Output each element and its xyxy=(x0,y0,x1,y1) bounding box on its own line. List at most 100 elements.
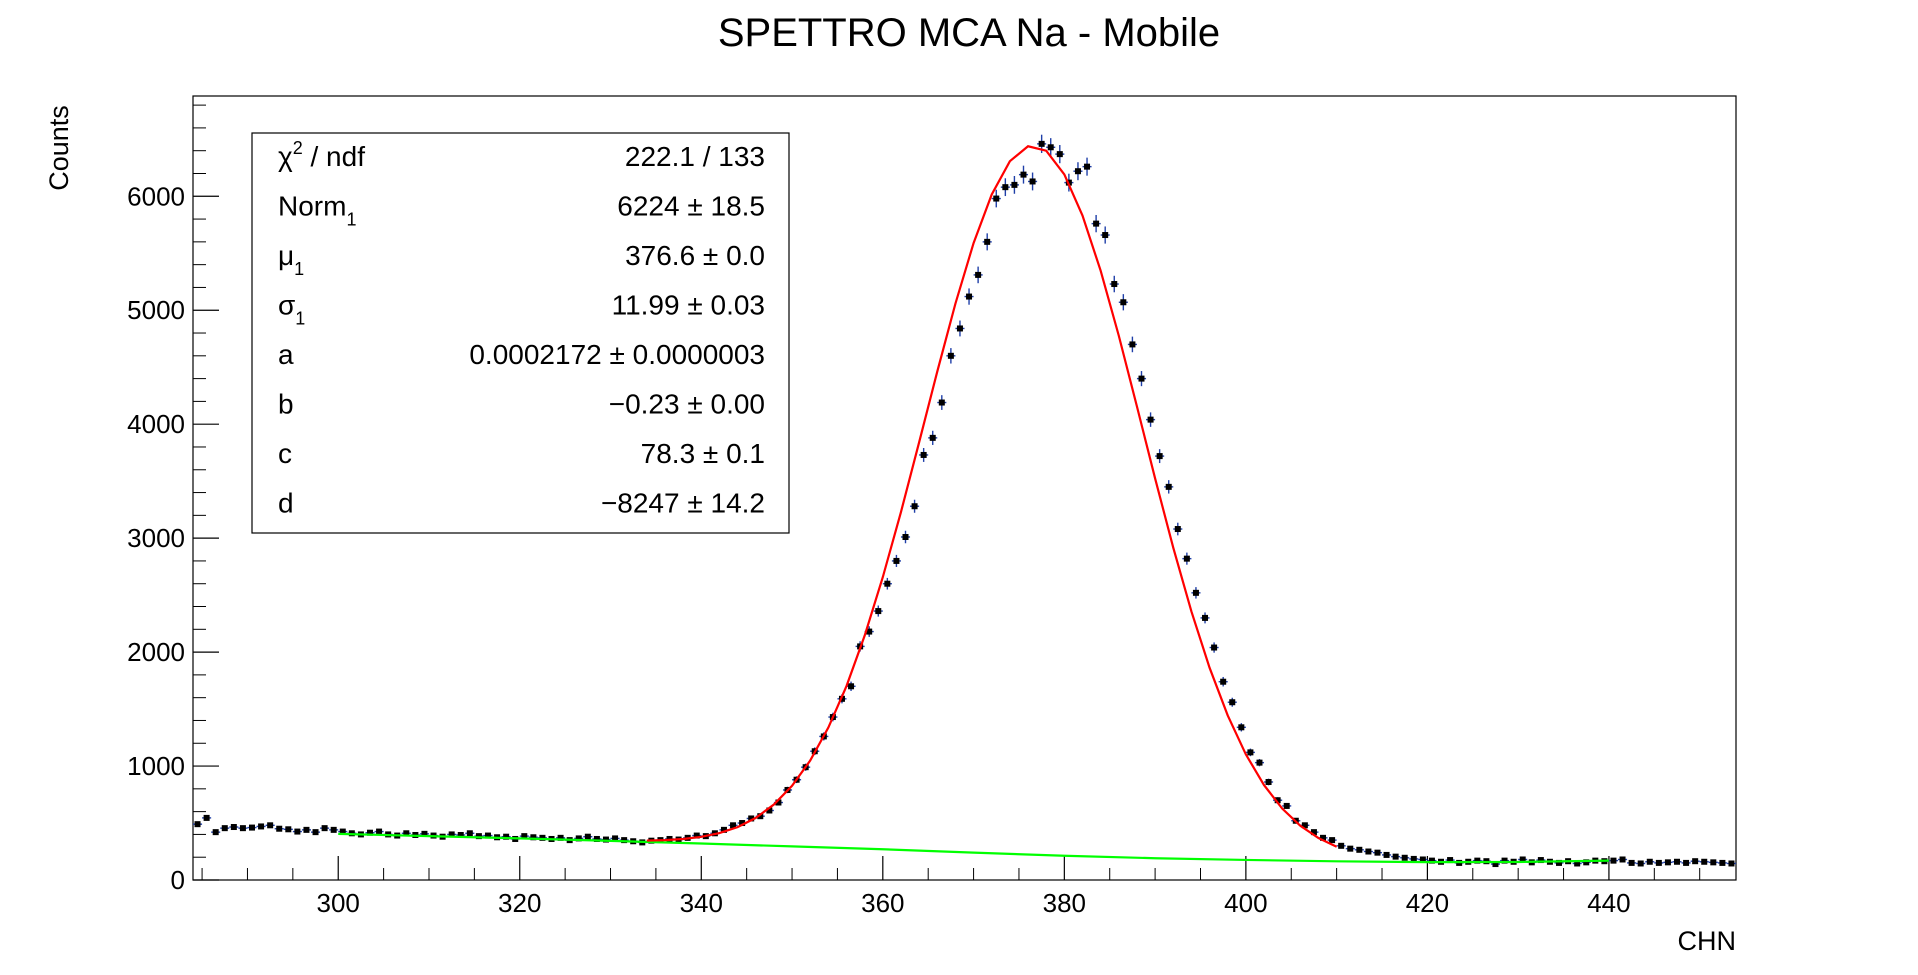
stats-name: c xyxy=(278,438,292,469)
data-point xyxy=(466,830,473,837)
background-fit-curve xyxy=(338,832,1609,864)
data-point xyxy=(730,822,737,829)
data-point xyxy=(1338,842,1345,849)
stats-value: 6224 ± 18.5 xyxy=(617,191,765,222)
data-point xyxy=(875,608,882,615)
y-tick-label: 3000 xyxy=(127,523,185,553)
data-point xyxy=(1674,858,1681,865)
stats-subscript: 1 xyxy=(346,210,356,230)
data-point xyxy=(539,834,546,841)
stats-symbol: a xyxy=(278,339,294,370)
data-point xyxy=(1029,178,1036,185)
data-point xyxy=(984,238,991,245)
data-point xyxy=(521,833,528,840)
y-tick-label: 0 xyxy=(171,865,185,895)
data-point xyxy=(1220,678,1227,685)
data-point xyxy=(230,824,237,831)
y-tick-label: 5000 xyxy=(127,295,185,325)
stats-subscript: 1 xyxy=(294,259,304,279)
data-point xyxy=(475,833,482,840)
data-point xyxy=(1174,526,1181,533)
data-point xyxy=(312,829,319,836)
x-tick-label: 380 xyxy=(1043,888,1086,918)
data-point xyxy=(1610,857,1617,864)
data-point xyxy=(1692,858,1699,865)
data-point xyxy=(212,829,219,836)
data-point xyxy=(1310,829,1317,836)
stats-box xyxy=(251,132,790,534)
x-tick-label: 420 xyxy=(1406,888,1449,918)
data-point xyxy=(248,824,255,831)
data-point xyxy=(1192,589,1199,596)
data-point xyxy=(403,830,410,837)
stats-value: 0.0002172 ± 0.0000003 xyxy=(469,339,765,370)
data-point xyxy=(330,826,337,833)
data-point xyxy=(376,828,383,835)
data-point xyxy=(612,835,619,842)
stats-symbol: Norm xyxy=(278,191,346,222)
data-point xyxy=(1556,859,1563,866)
data-point xyxy=(303,826,310,833)
data-point xyxy=(267,822,274,829)
stats-symbol: μ xyxy=(278,240,294,271)
data-point xyxy=(1320,834,1327,841)
stats-name: Norm1 xyxy=(278,191,356,230)
data-point xyxy=(1428,857,1435,864)
data-point xyxy=(975,271,982,278)
data-point xyxy=(993,195,1000,202)
data-point xyxy=(575,835,582,842)
data-point xyxy=(1664,859,1671,866)
data-point xyxy=(221,825,228,832)
data-point xyxy=(1093,220,1100,227)
data-point xyxy=(1256,759,1263,766)
y-tick-label: 4000 xyxy=(127,409,185,439)
data-point xyxy=(1646,858,1653,865)
data-point xyxy=(1356,846,1363,853)
stats-symbol: c xyxy=(278,438,292,469)
y-tick-label: 1000 xyxy=(127,751,185,781)
data-point xyxy=(1283,802,1290,809)
data-point xyxy=(920,451,927,458)
data-point xyxy=(457,831,464,838)
data-point xyxy=(366,829,373,836)
data-point xyxy=(693,832,700,839)
x-tick-label: 440 xyxy=(1587,888,1630,918)
y-tick-label: 2000 xyxy=(127,637,185,667)
data-point xyxy=(1111,281,1118,288)
x-tick-label: 300 xyxy=(317,888,360,918)
data-point xyxy=(1202,614,1209,621)
data-point xyxy=(1301,822,1308,829)
data-point xyxy=(1047,144,1054,151)
data-point xyxy=(1401,854,1408,861)
stats-name: χ2 / ndf xyxy=(278,138,365,172)
data-point xyxy=(1637,860,1644,867)
data-point xyxy=(775,799,782,806)
stats-name: σ1 xyxy=(278,290,305,329)
data-point xyxy=(1410,855,1417,862)
data-point xyxy=(194,821,201,828)
data-point xyxy=(1238,724,1245,731)
data-point xyxy=(1501,857,1508,864)
stats-subscript: 1 xyxy=(295,309,305,329)
data-point xyxy=(1156,453,1163,460)
y-tick-label: 6000 xyxy=(127,181,185,211)
stats-symbol: χ xyxy=(278,141,293,172)
data-point xyxy=(239,825,246,832)
data-point xyxy=(739,820,746,827)
data-point xyxy=(1138,375,1145,382)
data-point xyxy=(593,835,600,842)
data-point xyxy=(1274,797,1281,804)
data-point xyxy=(929,434,936,441)
stats-name: d xyxy=(278,488,294,519)
data-point xyxy=(947,352,954,359)
stats-name: μ1 xyxy=(278,240,304,279)
data-point xyxy=(203,814,210,821)
data-point xyxy=(1728,860,1735,867)
stats-value: −8247 ± 14.2 xyxy=(601,488,765,519)
y-axis-label: Counts xyxy=(44,105,74,191)
data-point xyxy=(1247,749,1254,756)
data-point xyxy=(1120,299,1127,306)
data-point xyxy=(258,823,265,830)
